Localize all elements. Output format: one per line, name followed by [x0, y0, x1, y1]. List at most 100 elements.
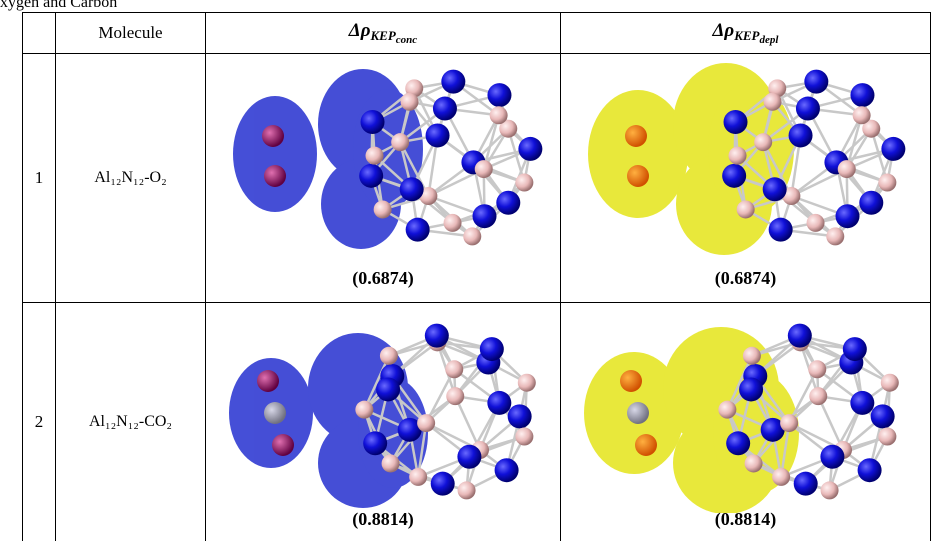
- molecule-image: [576, 54, 916, 272]
- atom: [518, 137, 542, 161]
- atom: [382, 454, 400, 472]
- atom: [480, 337, 504, 361]
- atom: [487, 391, 511, 415]
- atom: [441, 70, 465, 94]
- header-cell: ΔρKEPdepl: [561, 13, 931, 54]
- atom: [363, 431, 387, 455]
- atom: [850, 391, 874, 415]
- atom: [728, 147, 746, 165]
- atom: [361, 110, 385, 134]
- atom: [400, 177, 424, 201]
- atom: [355, 401, 373, 419]
- molecule-cell: Al₁₂N₁₂-CO₂: [56, 303, 206, 541]
- atom: [809, 387, 827, 405]
- atom: [881, 137, 905, 161]
- atom: [806, 214, 824, 232]
- atom: [788, 123, 812, 147]
- header-cell: Molecule: [56, 13, 206, 54]
- atom: [391, 133, 409, 151]
- atom: [515, 428, 533, 446]
- atom: [446, 387, 464, 405]
- results-table: Molecule ΔρKEP conc ΔρKEPdepl 1 Al₁₂N₁₂-O…: [22, 12, 931, 541]
- atom: [620, 370, 642, 392]
- atom: [739, 377, 763, 401]
- table-row: 2 Al₁₂N₁₂-CO₂ (0.8814) (0.8814): [23, 303, 931, 541]
- atom: [859, 191, 883, 215]
- atom: [490, 106, 508, 124]
- atom: [718, 401, 736, 419]
- atom: [508, 404, 532, 428]
- image-cell: (0.6874): [206, 54, 561, 303]
- atom: [726, 431, 750, 455]
- header-row: Molecule ΔρKEP conc ΔρKEPdepl: [23, 13, 931, 54]
- header-text: Molecule: [98, 23, 162, 42]
- page: {"caption_fragment": "xygen and Carbon",…: [0, 0, 933, 538]
- atom: [625, 125, 647, 147]
- molecule-image: [213, 303, 553, 513]
- atom: [820, 445, 844, 469]
- atom: [852, 106, 870, 124]
- atom: [264, 165, 286, 187]
- atom: [495, 458, 519, 482]
- subscript: KEP: [734, 28, 759, 43]
- header-cell: [23, 13, 56, 54]
- atom: [768, 218, 792, 242]
- isosurface-lobe: [233, 96, 317, 212]
- atom: [754, 133, 772, 151]
- isosurface: [229, 333, 428, 508]
- atom: [426, 123, 450, 147]
- atom: [496, 191, 520, 215]
- atom: [406, 218, 430, 242]
- atom: [787, 324, 811, 348]
- atom: [880, 374, 898, 392]
- atom: [445, 360, 463, 378]
- atom: [722, 164, 746, 188]
- value: (0.8814): [715, 509, 777, 530]
- symbol: Δρ: [713, 20, 735, 41]
- atom: [264, 402, 286, 424]
- image-cell: (0.8814): [206, 303, 561, 541]
- atom: [627, 165, 649, 187]
- atom: [376, 377, 400, 401]
- atom: [850, 83, 874, 107]
- caption-fragment: xygen and Carbon: [0, 0, 117, 12]
- isosurface: [233, 69, 423, 249]
- image-cell: (0.8814): [561, 303, 931, 541]
- molecule-image: [213, 54, 553, 272]
- atom: [804, 70, 828, 94]
- atom: [425, 324, 449, 348]
- atom: [742, 347, 760, 365]
- atom: [262, 125, 284, 147]
- atom: [744, 454, 762, 472]
- atom: [359, 164, 383, 188]
- table-row: 1 Al₁₂N₁₂-O₂ (0.6874) (0.6874): [23, 54, 931, 303]
- subsubscript: conc: [396, 34, 417, 46]
- atom: [780, 414, 798, 432]
- molecule-cell: Al₁₂N₁₂-O₂: [56, 54, 206, 303]
- atom: [627, 402, 649, 424]
- isosurface: [588, 63, 794, 255]
- atom: [878, 428, 896, 446]
- atom: [457, 445, 481, 469]
- atom: [878, 174, 896, 192]
- atom: [431, 472, 455, 496]
- atom: [772, 468, 790, 486]
- isosurface-lobe: [588, 90, 688, 218]
- atom: [380, 347, 398, 365]
- atom: [272, 434, 294, 456]
- atom: [835, 204, 859, 228]
- atom: [736, 200, 754, 218]
- atom: [837, 160, 855, 178]
- atom: [475, 160, 493, 178]
- atom: [417, 414, 435, 432]
- value: (0.6874): [715, 268, 777, 289]
- atom: [433, 97, 457, 121]
- atom: [366, 147, 384, 165]
- atom: [635, 434, 657, 456]
- image-cell: (0.6874): [561, 54, 931, 303]
- atom: [762, 177, 786, 201]
- atom: [257, 370, 279, 392]
- molecule-image: [576, 303, 916, 513]
- atom: [401, 93, 419, 111]
- atom: [857, 458, 881, 482]
